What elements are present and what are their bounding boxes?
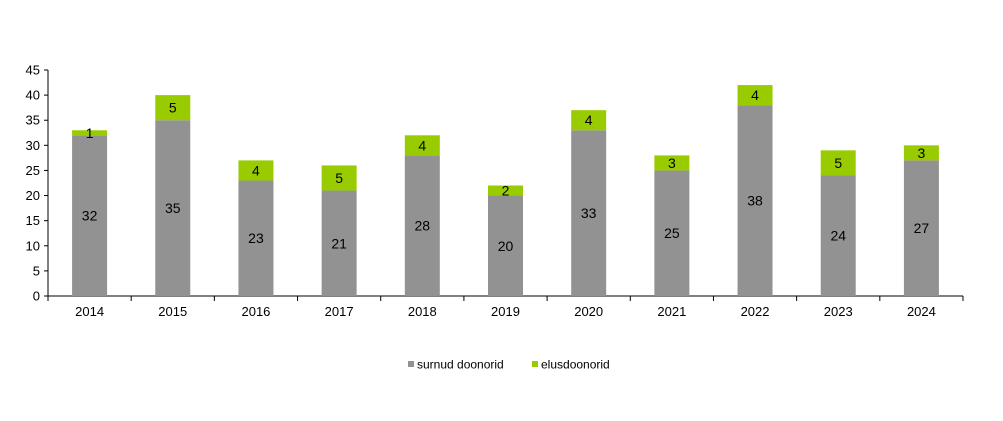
x-tick-label: 2014: [75, 304, 104, 319]
bar-segment-surnud: [72, 135, 108, 296]
x-tick-label: 2022: [741, 304, 770, 319]
data-label: 4: [751, 87, 759, 103]
data-label: 5: [335, 170, 343, 186]
data-label: 23: [248, 230, 264, 246]
y-tick-label: 30: [26, 138, 40, 153]
x-tick-label: 2019: [491, 304, 520, 319]
x-tick-label: 2023: [824, 304, 853, 319]
y-tick-label: 5: [33, 263, 40, 278]
y-tick-label: 40: [26, 88, 40, 103]
y-tick-label: 20: [26, 188, 40, 203]
bar-segment-surnud: [571, 130, 607, 296]
data-label: 4: [585, 112, 593, 128]
bar-segment-elus: [404, 135, 440, 156]
x-tick-label: 2015: [158, 304, 187, 319]
data-label: 4: [418, 137, 426, 153]
x-tick-label: 2020: [574, 304, 603, 319]
bar-segment-elus: [72, 130, 108, 136]
data-label: 3: [918, 145, 926, 161]
bar-segment-surnud: [155, 120, 191, 296]
data-label: 4: [252, 162, 260, 178]
bar-segment-surnud: [488, 195, 523, 296]
bar-segment-surnud: [903, 160, 939, 296]
data-label: 3: [668, 155, 676, 171]
bar-segment-surnud: [820, 175, 856, 296]
bar-segment-elus: [737, 85, 773, 106]
bar-segment-elus: [571, 110, 607, 131]
y-tick-label: 45: [26, 63, 40, 78]
y-tick-label: 0: [33, 289, 40, 304]
legend: surnud doonorid elusdoonorid: [408, 358, 610, 372]
bar-segment-surnud: [238, 180, 274, 296]
bar-segment-elus: [654, 155, 690, 171]
data-label: 5: [834, 155, 842, 171]
legend-label: elusdoonorid: [541, 358, 610, 372]
data-label: 33: [581, 205, 597, 221]
y-axis: 0 5 10 15 20 25 30 35 40 45: [26, 63, 49, 304]
data-label: 38: [747, 193, 763, 209]
x-axis: 2014 2015 2016 2017 2018 2019 2020 2021 2022 2023…: [47, 295, 964, 319]
bar-segment-elus: [820, 150, 856, 176]
bars: [72, 85, 939, 297]
x-tick-label: 2021: [657, 304, 686, 319]
legend-swatch: [408, 361, 414, 367]
data-label: 35: [165, 200, 181, 216]
bar-segment-elus: [238, 160, 274, 181]
bar-segment-elus: [903, 145, 939, 161]
bar-segment-elus: [155, 95, 191, 121]
data-label: 25: [664, 225, 680, 241]
x-tick-label: 2018: [408, 304, 437, 319]
bar-segment-elus: [321, 165, 357, 191]
bar-segment-surnud: [321, 190, 357, 296]
legend-label: surnud doonorid: [417, 358, 504, 372]
data-label: 28: [415, 218, 431, 234]
data-label: 5: [169, 100, 177, 116]
x-tick-label: 2016: [241, 304, 270, 319]
data-label: 24: [830, 228, 846, 244]
y-tick-label: 35: [26, 113, 40, 128]
data-label: 20: [498, 238, 514, 254]
x-tick-label: 2024: [907, 304, 936, 319]
data-labels: 32 1 35 5 23 4 21 5 28 4 20 2 33 4 25 3 38 4 24 5 27 3: [82, 87, 930, 254]
data-label: 21: [331, 235, 347, 251]
y-tick-label: 25: [26, 163, 40, 178]
x-tick-label: 2017: [325, 304, 354, 319]
y-tick-label: 15: [26, 213, 40, 228]
data-label: 32: [82, 208, 98, 224]
data-label: 2: [502, 183, 510, 199]
bar-segment-surnud: [654, 170, 690, 296]
bar-segment-surnud: [404, 155, 440, 296]
data-label: 27: [914, 220, 930, 236]
bar-segment-surnud: [737, 105, 773, 297]
legend-swatch: [532, 361, 538, 367]
data-label: 1: [86, 125, 94, 141]
bar-segment-elus: [488, 185, 523, 196]
y-tick-label: 10: [26, 238, 40, 253]
